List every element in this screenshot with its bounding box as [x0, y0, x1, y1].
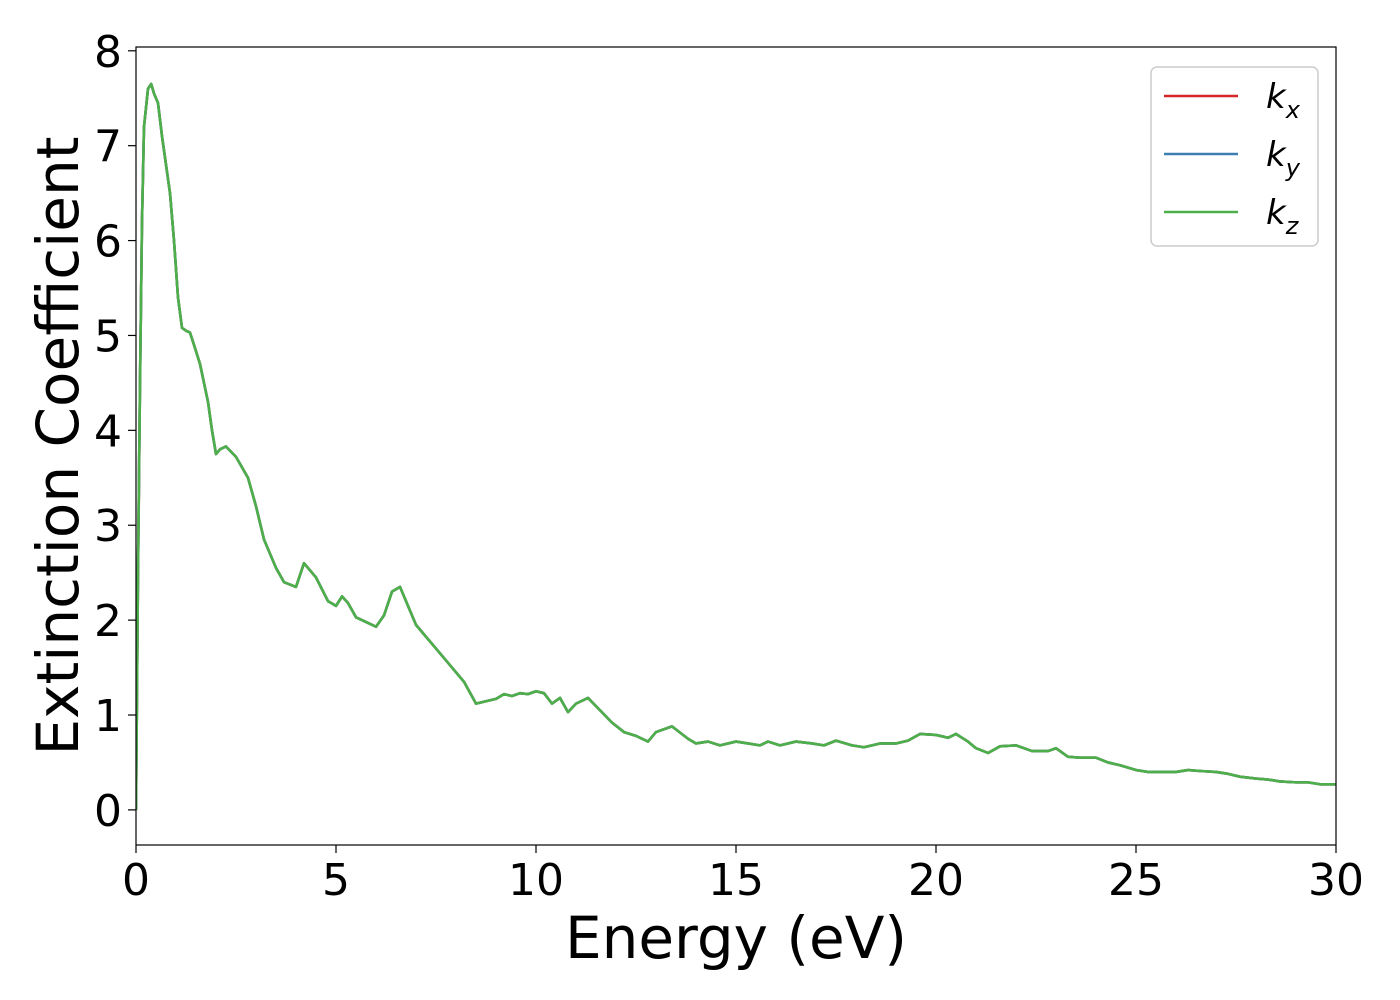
legend-label-base: k — [1266, 193, 1287, 233]
y-tick-label: 2 — [94, 596, 122, 647]
series-line-kz — [136, 82, 1336, 810]
x-tick-label: 20 — [908, 855, 964, 906]
y-tick-label: 5 — [94, 311, 122, 362]
y-tick-label: 7 — [94, 122, 122, 173]
x-tick-label: 0 — [122, 855, 150, 906]
legend-box — [1150, 66, 1319, 247]
legend-label-subscript: y — [1285, 154, 1301, 182]
legend-label-base: k — [1266, 77, 1287, 117]
legend-label-subscript: x — [1285, 96, 1301, 124]
x-axis-ticks: 0 5 10 15 20 25 30 — [122, 845, 1364, 906]
x-tick-label: 10 — [508, 855, 564, 906]
plot-frame — [135, 46, 1337, 846]
x-axis-title: Energy (eV) — [565, 904, 907, 972]
y-axis-ticks: 0 1 2 3 4 5 6 7 8 — [94, 27, 136, 837]
legend-label-kz: kz — [1266, 193, 1300, 240]
y-tick-label: 4 — [94, 406, 122, 457]
x-tick-label: 15 — [708, 855, 764, 906]
x-tick-label: 30 — [1308, 855, 1364, 906]
y-tick-label: 3 — [94, 501, 122, 552]
legend-label-ky: ky — [1266, 135, 1301, 182]
y-tick-label: 1 — [94, 691, 122, 742]
legend-label-subscript: z — [1285, 212, 1300, 240]
y-tick-label: 0 — [94, 786, 122, 837]
y-axis-title: Extinction Coefficient — [24, 137, 92, 756]
legend-label-kx: kx — [1266, 77, 1301, 124]
legend-label-base: k — [1266, 135, 1287, 175]
x-tick-label: 25 — [1108, 855, 1164, 906]
y-tick-label: 6 — [94, 217, 122, 268]
x-tick-label: 5 — [322, 855, 350, 906]
plot-layer — [136, 82, 1336, 810]
y-tick-label: 8 — [94, 27, 122, 78]
